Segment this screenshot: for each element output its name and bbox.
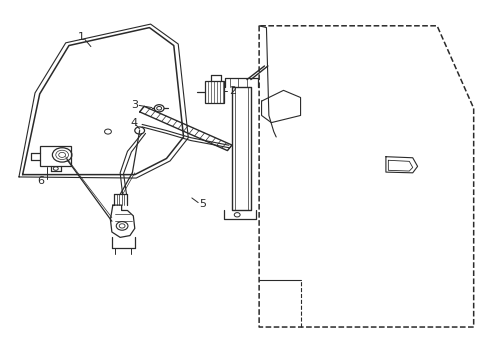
Text: 2: 2 <box>228 86 235 96</box>
Text: 3: 3 <box>130 100 138 110</box>
Text: 6: 6 <box>37 176 44 186</box>
Text: 5: 5 <box>199 199 206 209</box>
Bar <box>40 146 71 166</box>
Text: 1: 1 <box>78 32 84 41</box>
Bar <box>205 81 224 103</box>
Text: 4: 4 <box>130 118 138 128</box>
